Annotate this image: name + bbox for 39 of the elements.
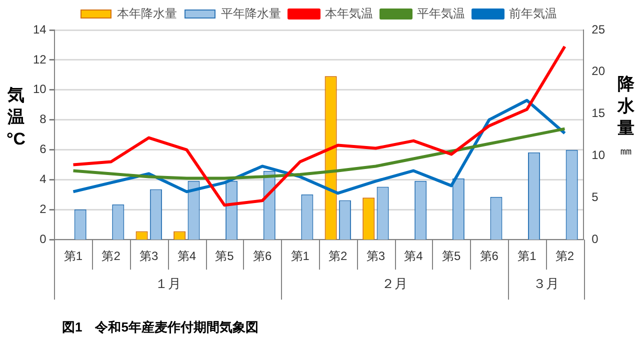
x-tick-label: 第6 [252,249,272,264]
y-tick-label: 4 [40,172,47,186]
x-tick-label: 第5 [215,249,234,264]
x-tick-label: 第1 [518,249,537,264]
y2-tick-label: 25 [592,22,606,36]
caption: 図1 令和5年産麦作付期間気象図 [62,320,258,335]
legend-label: 本年気温 [325,6,373,20]
x-tick-label: 第6 [480,249,499,264]
y2-tick-label: 5 [592,190,599,204]
text: １月 [154,276,181,292]
legend-label: 前年気温 [509,6,557,20]
x-tick-label: 第3 [366,249,386,264]
y-tick-label: 2 [40,202,47,216]
legend-label: 平年気温 [417,6,465,20]
x-tick-label: 第2 [102,249,121,264]
text: ２月 [382,276,408,292]
y-tick-label: 14 [32,22,47,36]
y2-tick-label: 20 [592,64,606,78]
x-tick-label: 第1 [64,249,83,264]
x-tick-label: 第3 [140,249,159,264]
x-tick-label: 第4 [177,249,196,264]
x-tick-label: 第4 [404,249,424,264]
x-tick-label: 第1 [290,249,310,264]
y2-tick-label: 15 [592,106,606,120]
text: ３月 [532,276,559,292]
y-tick-label: 10 [32,82,47,96]
x-tick-label: 第5 [442,249,461,264]
y2-axis-title: 降水量㎜ [616,74,636,158]
y-axis-title: 気温°C [6,86,26,149]
y-tick-label: 12 [32,52,47,66]
x-tick-label: 第2 [555,249,574,264]
y-tick-label: 0 [40,232,47,246]
y2-tick-label: 10 [592,148,606,162]
legend-label: 平年降水量 [221,6,281,20]
x-tick-label: 第2 [328,249,348,264]
y2-tick-label: 0 [592,232,599,246]
y-tick-label: 8 [40,112,47,126]
legend-label: 本年降水量 [117,6,177,20]
y-tick-label: 6 [40,142,47,156]
